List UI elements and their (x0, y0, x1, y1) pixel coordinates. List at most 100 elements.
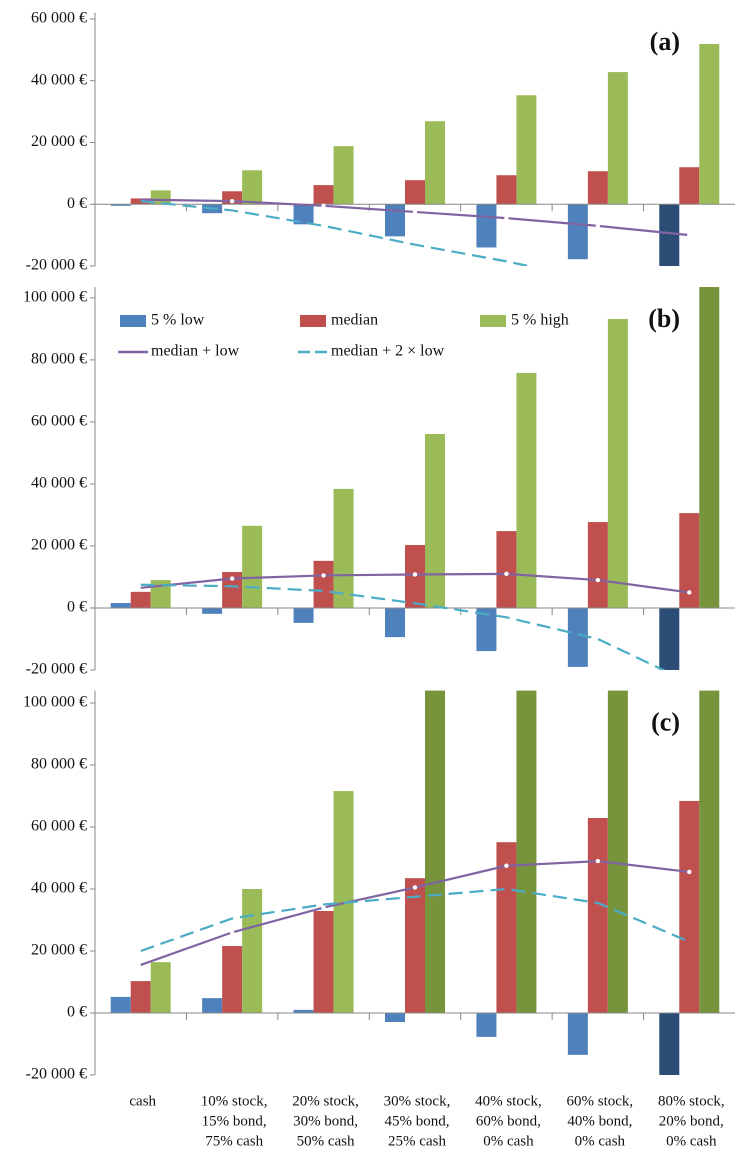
y-tick-label: -20 000 € (26, 257, 87, 274)
line-marker (687, 232, 692, 238)
legend-swatch (480, 315, 506, 327)
bar (516, 372, 537, 608)
x-tick-label: 0% cash (483, 1133, 534, 1149)
bar (150, 962, 171, 1013)
y-tick-label: -20 000 € (26, 1066, 87, 1083)
bar (293, 204, 314, 225)
x-tick-label: 30% bond, (293, 1113, 358, 1129)
bar (699, 690, 720, 1013)
legend-label: median (331, 312, 378, 329)
panel-label: (c) (651, 708, 680, 737)
x-tick-label: 15% bond, (202, 1113, 267, 1129)
bar (293, 607, 314, 623)
y-tick-label: 20 000 € (31, 537, 87, 554)
bar (476, 607, 497, 652)
bar (476, 1013, 497, 1037)
bar (293, 1009, 314, 1013)
bar (222, 946, 243, 1013)
line-group (140, 571, 692, 670)
bar (567, 607, 588, 667)
line-marker (504, 863, 509, 868)
x-tick-label: 20% stock, (292, 1093, 359, 1109)
y-tick-label: 0 € (67, 599, 87, 616)
bar (313, 560, 334, 608)
bar (679, 513, 700, 608)
line-marker (595, 858, 601, 864)
bar (333, 791, 354, 1013)
panel-label: (a) (650, 27, 680, 56)
bar (496, 531, 517, 608)
y-tick-label: 0 € (67, 1004, 87, 1021)
line-marker (412, 885, 418, 890)
bar (242, 525, 263, 608)
x-tick-label: 20% bond, (659, 1113, 724, 1129)
bar (313, 911, 334, 1013)
bar (496, 175, 517, 205)
bar (202, 607, 223, 614)
x-tick-label: 40% bond, (567, 1113, 632, 1129)
bar (516, 95, 537, 205)
bar (110, 603, 131, 608)
y-tick-label: 80 000 € (31, 351, 87, 368)
x-tick-label: 30% stock, (384, 1093, 451, 1109)
bar (242, 889, 263, 1013)
bar (679, 167, 700, 205)
bar (516, 690, 537, 1013)
bar (425, 121, 445, 205)
bar (659, 204, 680, 266)
bar (222, 572, 243, 608)
x-tick-label: 75% cash (205, 1133, 263, 1149)
line-marker (595, 223, 601, 229)
bar (496, 842, 517, 1013)
line-marker (687, 590, 692, 595)
x-tick-label: 50% cash (297, 1133, 355, 1149)
bar (679, 800, 700, 1013)
bar (385, 1013, 405, 1022)
line-marker (412, 209, 418, 215)
y-tick-label: 60 000 € (31, 10, 87, 27)
bar (130, 981, 151, 1013)
bar (699, 43, 720, 205)
x-tick-label: 60% bond, (476, 1113, 541, 1129)
bar (110, 204, 131, 206)
bar (110, 996, 131, 1013)
y-tick-label: 60 000 € (31, 413, 87, 430)
x-tick-label: 0% cash (575, 1133, 626, 1149)
line-marker (595, 577, 601, 583)
legend-label: 5 % low (151, 312, 205, 329)
line-group (140, 198, 692, 266)
bar (659, 607, 680, 670)
bar (333, 488, 354, 608)
legend-swatch (300, 315, 326, 327)
line-group (140, 858, 692, 966)
line-marker (229, 930, 235, 935)
line-marker (687, 869, 692, 875)
legend-label: median + low (151, 343, 240, 360)
line-marker (321, 905, 326, 910)
x-tick-label: cash (129, 1093, 156, 1109)
bar (476, 204, 497, 248)
bar (567, 1013, 588, 1055)
bar (333, 146, 354, 205)
bar (607, 690, 628, 1013)
bar (587, 522, 608, 608)
line-marker (321, 573, 326, 578)
bar (313, 185, 334, 205)
y-tick-label: 40 000 € (31, 880, 87, 897)
legend-label: 5 % high (511, 312, 569, 329)
bar (659, 1013, 680, 1075)
y-tick-label: 40 000 € (31, 475, 87, 492)
line-marker (504, 571, 509, 577)
legend-swatch (120, 315, 146, 327)
series-line (140, 583, 666, 670)
panel-label: (b) (648, 304, 680, 333)
y-tick-label: 100 000 € (23, 694, 87, 711)
line-marker (229, 576, 235, 581)
bar (699, 287, 720, 608)
legend-label: median + 2 × low (331, 343, 445, 360)
bar (385, 607, 405, 638)
x-tick-label: 80% stock, (658, 1093, 725, 1109)
bar (425, 433, 445, 608)
bar (385, 204, 405, 237)
